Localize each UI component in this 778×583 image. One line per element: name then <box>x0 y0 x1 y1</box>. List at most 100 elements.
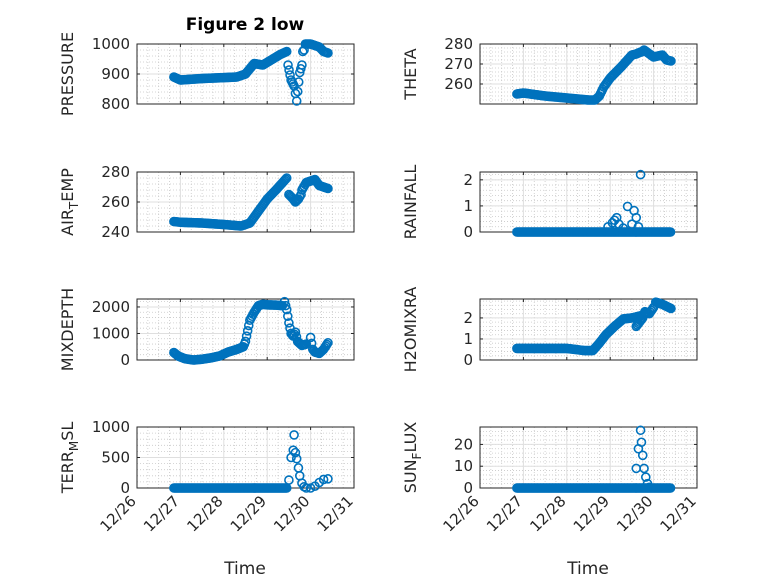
data-point <box>637 450 648 461</box>
data-point <box>283 60 293 70</box>
data-point <box>242 326 253 336</box>
y-tick-label: 0 <box>463 351 473 369</box>
data-point <box>296 189 306 200</box>
data-markers <box>169 430 333 493</box>
data-point <box>292 86 303 97</box>
panel-right-4: 0 10 20 SUNFLUX 12/26 12/27 12/28 12/29 12/30 12/… <box>401 422 700 536</box>
y-tick-label: 1 <box>463 197 473 215</box>
data-point <box>611 212 622 223</box>
data-point <box>635 425 646 436</box>
panel-left-2: 240 260 280 AIRTEMP <box>58 163 355 241</box>
data-point <box>636 314 647 325</box>
data-point <box>305 332 316 343</box>
data-point <box>318 474 329 485</box>
panel-left-3: 0 1000 2000 MIXDEPTH <box>58 288 355 371</box>
data-point <box>323 474 333 484</box>
data-markers <box>169 39 333 106</box>
y-tick-label: 900 <box>101 65 130 83</box>
y-tick-label: 0 <box>120 351 130 369</box>
data-markers <box>169 296 333 365</box>
x-tick-label: 12/28 <box>183 492 226 535</box>
panel-right-3: 0 1 2 H2OMIXRA <box>401 287 698 373</box>
data-point <box>291 453 302 464</box>
data-point <box>240 336 251 347</box>
y-tick-label: 2000 <box>92 298 130 316</box>
x-tick-label: 12/29 <box>570 492 613 535</box>
x-tick-label: 12/31 <box>314 492 357 535</box>
data-point <box>290 447 301 458</box>
data-point <box>639 463 649 474</box>
data-point <box>305 483 316 493</box>
x-tick-label: 12/27 <box>140 492 183 535</box>
data-point <box>323 183 333 194</box>
data-point <box>665 227 676 237</box>
x-tick-label: 12/30 <box>270 492 313 535</box>
data-point <box>644 482 655 493</box>
y-axis-label: THETA <box>401 48 420 100</box>
data-point <box>284 318 294 328</box>
y-tick-label: 270 <box>444 55 473 73</box>
y-tick-label: 2 <box>463 309 473 327</box>
data-point <box>636 437 647 448</box>
y-axis-label: TERRMSL <box>58 422 81 495</box>
y-axis-label: MIXDEPTH <box>58 288 77 371</box>
y-tick-label: 240 <box>101 223 130 241</box>
axes-frame <box>479 298 698 361</box>
data-point <box>293 77 304 87</box>
data-point <box>640 472 651 482</box>
data-point <box>323 48 333 58</box>
data-point <box>283 311 293 322</box>
data-point <box>301 339 312 349</box>
data-point <box>631 212 642 223</box>
data-point <box>635 169 646 180</box>
figure-title: Figure 2 low <box>186 15 305 35</box>
y-tick-label: 0 <box>463 223 473 241</box>
data-point <box>279 175 290 186</box>
data-point <box>301 483 312 493</box>
data-markers <box>169 173 333 231</box>
y-axis-label: RAINFALL <box>401 165 420 240</box>
x-tick-label: 12/26 <box>440 492 483 535</box>
x-axis-label-right: Time <box>566 559 609 579</box>
panel-right-1: 260 270 280 THETA <box>401 35 698 105</box>
y-tick-label: 1 <box>463 330 473 348</box>
data-point <box>281 46 292 57</box>
data-point <box>289 430 299 440</box>
data-point <box>665 483 676 493</box>
data-point <box>618 223 629 233</box>
x-tick-label: 12/31 <box>657 492 700 535</box>
y-axis-label: H2OMIXRA <box>401 287 420 373</box>
data-point <box>281 173 292 183</box>
data-point <box>290 327 301 337</box>
data-point <box>284 65 294 75</box>
data-markers <box>512 297 676 356</box>
data-point <box>291 96 302 106</box>
data-point <box>288 445 299 455</box>
x-tick-label: 12/28 <box>526 492 569 535</box>
y-tick-label: 500 <box>101 449 130 467</box>
y-axis-label: AIRTEMP <box>58 168 81 236</box>
data-point <box>323 337 333 348</box>
x-tick-label: 12/26 <box>97 492 140 535</box>
data-markers <box>512 45 676 105</box>
x-tick-label: 12/27 <box>483 492 526 535</box>
data-point <box>241 331 252 341</box>
panel-left-4: 0 500 1000 TERRMSL 12/26 12/27 12/28 12/29 12/30… <box>58 418 357 535</box>
y-tick-label: 260 <box>444 75 473 93</box>
y-axis-label: PRESSURE <box>58 32 77 116</box>
y-tick-label: 800 <box>101 95 130 113</box>
y-tick-label: 280 <box>101 163 130 181</box>
data-point <box>666 303 676 314</box>
x-axis-label-left: Time <box>223 559 266 579</box>
data-point <box>280 300 291 311</box>
data-point <box>280 174 291 184</box>
panel-left-1: 800 900 1000 PRESSURE <box>58 32 355 116</box>
data-point <box>622 201 633 212</box>
y-tick-label: 0 <box>120 479 130 497</box>
y-tick-label: 1000 <box>92 324 130 342</box>
y-tick-label: 0 <box>463 479 473 497</box>
y-tick-label: 20 <box>454 435 473 453</box>
y-tick-label: 2 <box>463 171 473 189</box>
